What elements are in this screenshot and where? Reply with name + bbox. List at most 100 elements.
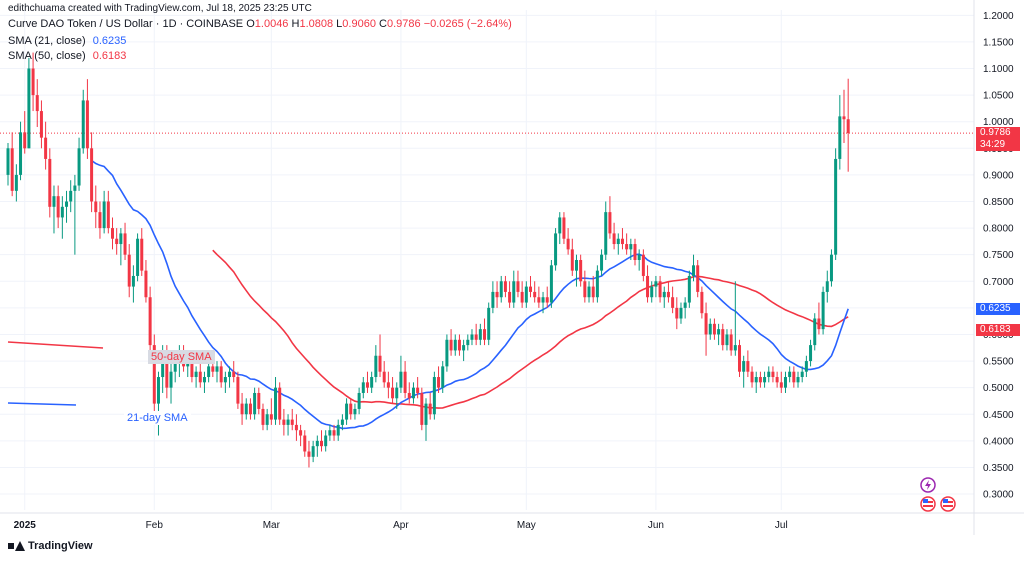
candle [591, 275, 595, 303]
candle [800, 366, 804, 383]
candle-body [537, 297, 541, 303]
us-flag-event-icon[interactable] [940, 496, 956, 512]
candle [813, 313, 817, 351]
price-tick-label: 0.3000 [983, 490, 1014, 501]
candle-body [746, 361, 750, 372]
candle-body [666, 291, 670, 298]
candle-body [767, 371, 771, 378]
candle-body [173, 361, 177, 372]
candle [370, 371, 374, 393]
last-price-tag: 0.9786 34:29 [976, 127, 1020, 152]
candle-body [27, 68, 31, 149]
candle [554, 228, 558, 271]
lightning-icon[interactable] [920, 477, 936, 493]
candle-body [6, 148, 10, 175]
candle [445, 334, 449, 372]
candle-body [783, 377, 787, 388]
price-tick-label: 0.3500 [983, 463, 1014, 474]
candle [516, 270, 520, 298]
candle-body [156, 377, 160, 404]
candle [449, 329, 453, 356]
candle-body [69, 190, 73, 202]
candle [662, 286, 666, 308]
tradingview-footer[interactable]: TradingView [8, 540, 93, 552]
candle-body [512, 281, 516, 303]
candle [675, 297, 679, 330]
candle-body [704, 313, 708, 335]
candle-body [708, 323, 712, 335]
candle [612, 222, 616, 250]
sma50-legend[interactable]: SMA (50, close) 0.6183 [8, 50, 126, 62]
candle [796, 371, 800, 388]
candle-body [717, 329, 721, 335]
candle-body [679, 307, 683, 319]
candle [228, 366, 232, 388]
candle [382, 361, 386, 388]
us-flag-event-icon[interactable] [920, 496, 936, 512]
candle [411, 382, 415, 404]
candle [637, 249, 641, 271]
candle-body [299, 430, 303, 436]
candle [742, 355, 746, 388]
candle-body [620, 238, 624, 245]
candle [207, 361, 211, 383]
candle [399, 355, 403, 393]
candle [169, 361, 173, 404]
candle-body [211, 366, 215, 372]
candle-body [85, 100, 89, 149]
sma21-legend[interactable]: SMA (21, close) 0.6235 [8, 35, 126, 47]
candle-body [700, 291, 704, 314]
candle [428, 392, 432, 420]
candle-body [432, 377, 436, 415]
candle [257, 387, 261, 415]
candle-body [829, 254, 833, 282]
candle-body [508, 291, 512, 303]
candle [549, 260, 553, 308]
candle [35, 79, 39, 128]
candle-body [253, 392, 257, 415]
candle [136, 233, 140, 282]
candle [424, 398, 428, 441]
price-tick-label: 0.5500 [983, 357, 1014, 368]
candle-body [779, 382, 783, 388]
candle [19, 121, 23, 181]
candle [311, 440, 315, 463]
candle [574, 254, 578, 287]
candle-body [332, 430, 336, 436]
event-icons[interactable] [918, 476, 962, 516]
candle [520, 281, 524, 308]
instrument-legend[interactable]: Curve DAO Token / US Dollar · 1D · COINB… [8, 18, 512, 30]
candle [98, 201, 102, 239]
candle [829, 249, 833, 287]
candle [282, 408, 286, 436]
candle [328, 424, 332, 441]
candle-body [336, 424, 340, 436]
candle [842, 89, 846, 143]
sma50-price-tag: 0.6183 [976, 323, 1020, 336]
sma50-path [212, 249, 849, 409]
candle [416, 377, 420, 399]
candle [491, 281, 495, 314]
candle-body [654, 281, 658, 287]
candle-body [274, 387, 278, 420]
candle [140, 228, 144, 276]
candle-body [487, 307, 491, 340]
candle [779, 371, 783, 393]
candle-body [441, 366, 445, 388]
candle [750, 366, 754, 388]
sma21-legend-label: SMA (21, close) [8, 35, 86, 47]
candle-body [838, 116, 842, 159]
candle-body [152, 345, 156, 404]
candle [570, 238, 574, 276]
candle [758, 371, 762, 388]
candle [90, 132, 94, 213]
price-tick-label: 0.9000 [983, 170, 1014, 181]
candle-body [278, 387, 282, 420]
candle [717, 323, 721, 346]
candle-body [424, 403, 428, 425]
candle [721, 323, 725, 351]
candle-body [520, 291, 524, 303]
candle [683, 297, 687, 319]
sma21-legend-value: 0.6235 [92, 35, 127, 47]
